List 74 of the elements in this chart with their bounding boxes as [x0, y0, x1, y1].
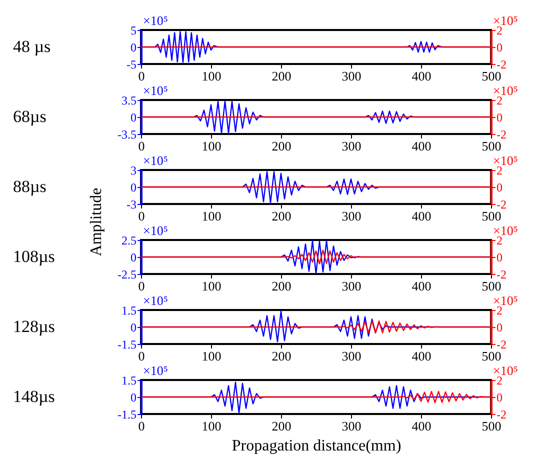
x-tick-label: 200: [272, 208, 292, 224]
x-tick-label: 200: [272, 138, 292, 154]
text: 48 µs: [13, 37, 51, 56]
y-tick-label: 3.5: [122, 94, 136, 108]
y2-tick-label: -2: [496, 408, 506, 422]
x-tick-label: 300: [342, 138, 362, 154]
text: 68µs: [13, 107, 46, 126]
y-tick-label: 0: [130, 40, 136, 54]
x-tick-label: 400: [412, 208, 432, 224]
x-tick-label: 100: [202, 348, 222, 364]
y-tick-label: 0: [130, 110, 136, 124]
y-tick-label: -5: [126, 58, 136, 72]
y-tick-label: 3: [130, 164, 136, 178]
y2-tick-label: 0: [496, 390, 502, 404]
y-tick-label: 1.5: [122, 304, 136, 318]
y2-tick-label: -2: [496, 58, 506, 72]
x-tick-label: 200: [272, 348, 292, 364]
x-tick-label: 200: [272, 418, 292, 434]
y-tick-label: 5: [130, 24, 136, 38]
y-tick-label: -2.5: [118, 268, 136, 282]
text: ×10⁵: [143, 363, 168, 378]
y2-tick-label: 0: [496, 320, 502, 334]
y2-tick-label: 0: [496, 40, 502, 54]
y2-tick-label: 0: [496, 180, 502, 194]
x-tick-label: 300: [342, 208, 362, 224]
x-tick-label: 100: [202, 208, 222, 224]
x-axis-title: Propagation distance(mm): [232, 438, 402, 454]
x-tick-label: 300: [342, 348, 362, 364]
y-tick-label: 1.5: [122, 374, 136, 388]
text: ×10⁵: [143, 223, 168, 238]
x-tick-label: 500: [482, 348, 502, 364]
x-tick-label: 200: [272, 278, 292, 294]
x-tick-label: 100: [202, 138, 222, 154]
text: ×10⁵: [143, 83, 168, 98]
y-tick-label: -3.5: [118, 128, 136, 142]
y-tick-label: -3: [126, 198, 136, 212]
y-tick-label: 0: [130, 180, 136, 194]
y2-tick-label: 0: [496, 250, 502, 264]
y-tick-label: -1.5: [118, 338, 136, 352]
y2-tick-label: 0: [496, 110, 502, 124]
text: 128µs: [13, 317, 55, 336]
text: ×10⁵: [143, 293, 168, 308]
x-tick-label: 400: [412, 348, 432, 364]
y-tick-label: -1.5: [118, 408, 136, 422]
text: 88µs: [13, 177, 46, 196]
y-tick-label: 2.5: [122, 234, 136, 248]
x-tick-label: 100: [202, 278, 222, 294]
y-tick-label: 0: [130, 320, 136, 334]
x-tick-label: 500: [482, 68, 502, 84]
x-tick-label: 200: [272, 68, 292, 84]
text: 108µs: [13, 247, 55, 266]
y2-tick-label: -2: [496, 268, 506, 282]
y-tick-label: 0: [130, 250, 136, 264]
text: ×10⁵: [143, 13, 168, 28]
x-tick-label: 300: [342, 68, 362, 84]
y2-tick-label: -2: [496, 338, 506, 352]
text: 148µs: [13, 387, 55, 406]
y2-tick-label: -2: [496, 128, 506, 142]
x-tick-label: 500: [482, 208, 502, 224]
y-axis-title: Amplitude: [88, 188, 105, 256]
x-tick-label: 500: [482, 138, 502, 154]
x-tick-label: 100: [202, 68, 222, 84]
text: ×10⁵: [143, 153, 168, 168]
x-tick-label: 500: [482, 278, 502, 294]
y-tick-label: 0: [130, 390, 136, 404]
x-tick-label: 400: [412, 68, 432, 84]
x-tick-label: 400: [412, 418, 432, 434]
x-tick-label: 300: [342, 418, 362, 434]
x-tick-label: 400: [412, 278, 432, 294]
x-tick-label: 400: [412, 138, 432, 154]
x-tick-label: 100: [202, 418, 222, 434]
x-tick-label: 300: [342, 278, 362, 294]
x-tick-label: 500: [482, 418, 502, 434]
y2-tick-label: -2: [496, 198, 506, 212]
